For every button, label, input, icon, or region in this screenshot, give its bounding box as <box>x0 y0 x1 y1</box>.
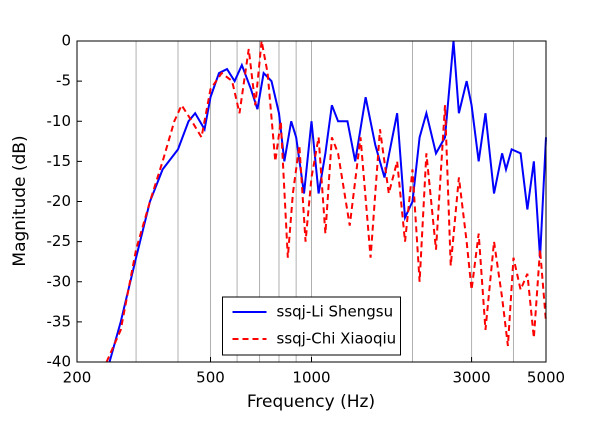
y-tick-label: -20 <box>47 192 72 210</box>
legend-label: ssqj-Chi Xiaoqiu <box>277 330 397 348</box>
y-tick-label: -30 <box>47 272 72 290</box>
x-tick-label: 1000 <box>292 369 330 387</box>
y-tick-label: -25 <box>47 232 72 250</box>
x-axis-title: Frequency (Hz) <box>247 392 375 412</box>
y-tick-label: -35 <box>47 312 72 330</box>
y-tick-label: -40 <box>47 353 72 371</box>
legend-label: ssqj-Li Shengsu <box>277 303 394 321</box>
legend-box <box>222 296 401 356</box>
x-tick-label: 200 <box>63 369 92 387</box>
x-tick-label: 5000 <box>527 369 565 387</box>
y-tick-label: 0 <box>61 32 71 50</box>
data-line <box>108 40 547 363</box>
y-tick-label: -10 <box>47 112 72 130</box>
data-line <box>105 40 547 363</box>
y-axis-title: Magnitude (dB) <box>10 135 30 266</box>
y-tick-label: -15 <box>47 152 72 170</box>
x-tick-label: 3000 <box>452 369 490 387</box>
plot-frame <box>76 40 547 363</box>
x-tick-label: 500 <box>196 369 225 387</box>
y-tick-label: -5 <box>56 72 71 90</box>
